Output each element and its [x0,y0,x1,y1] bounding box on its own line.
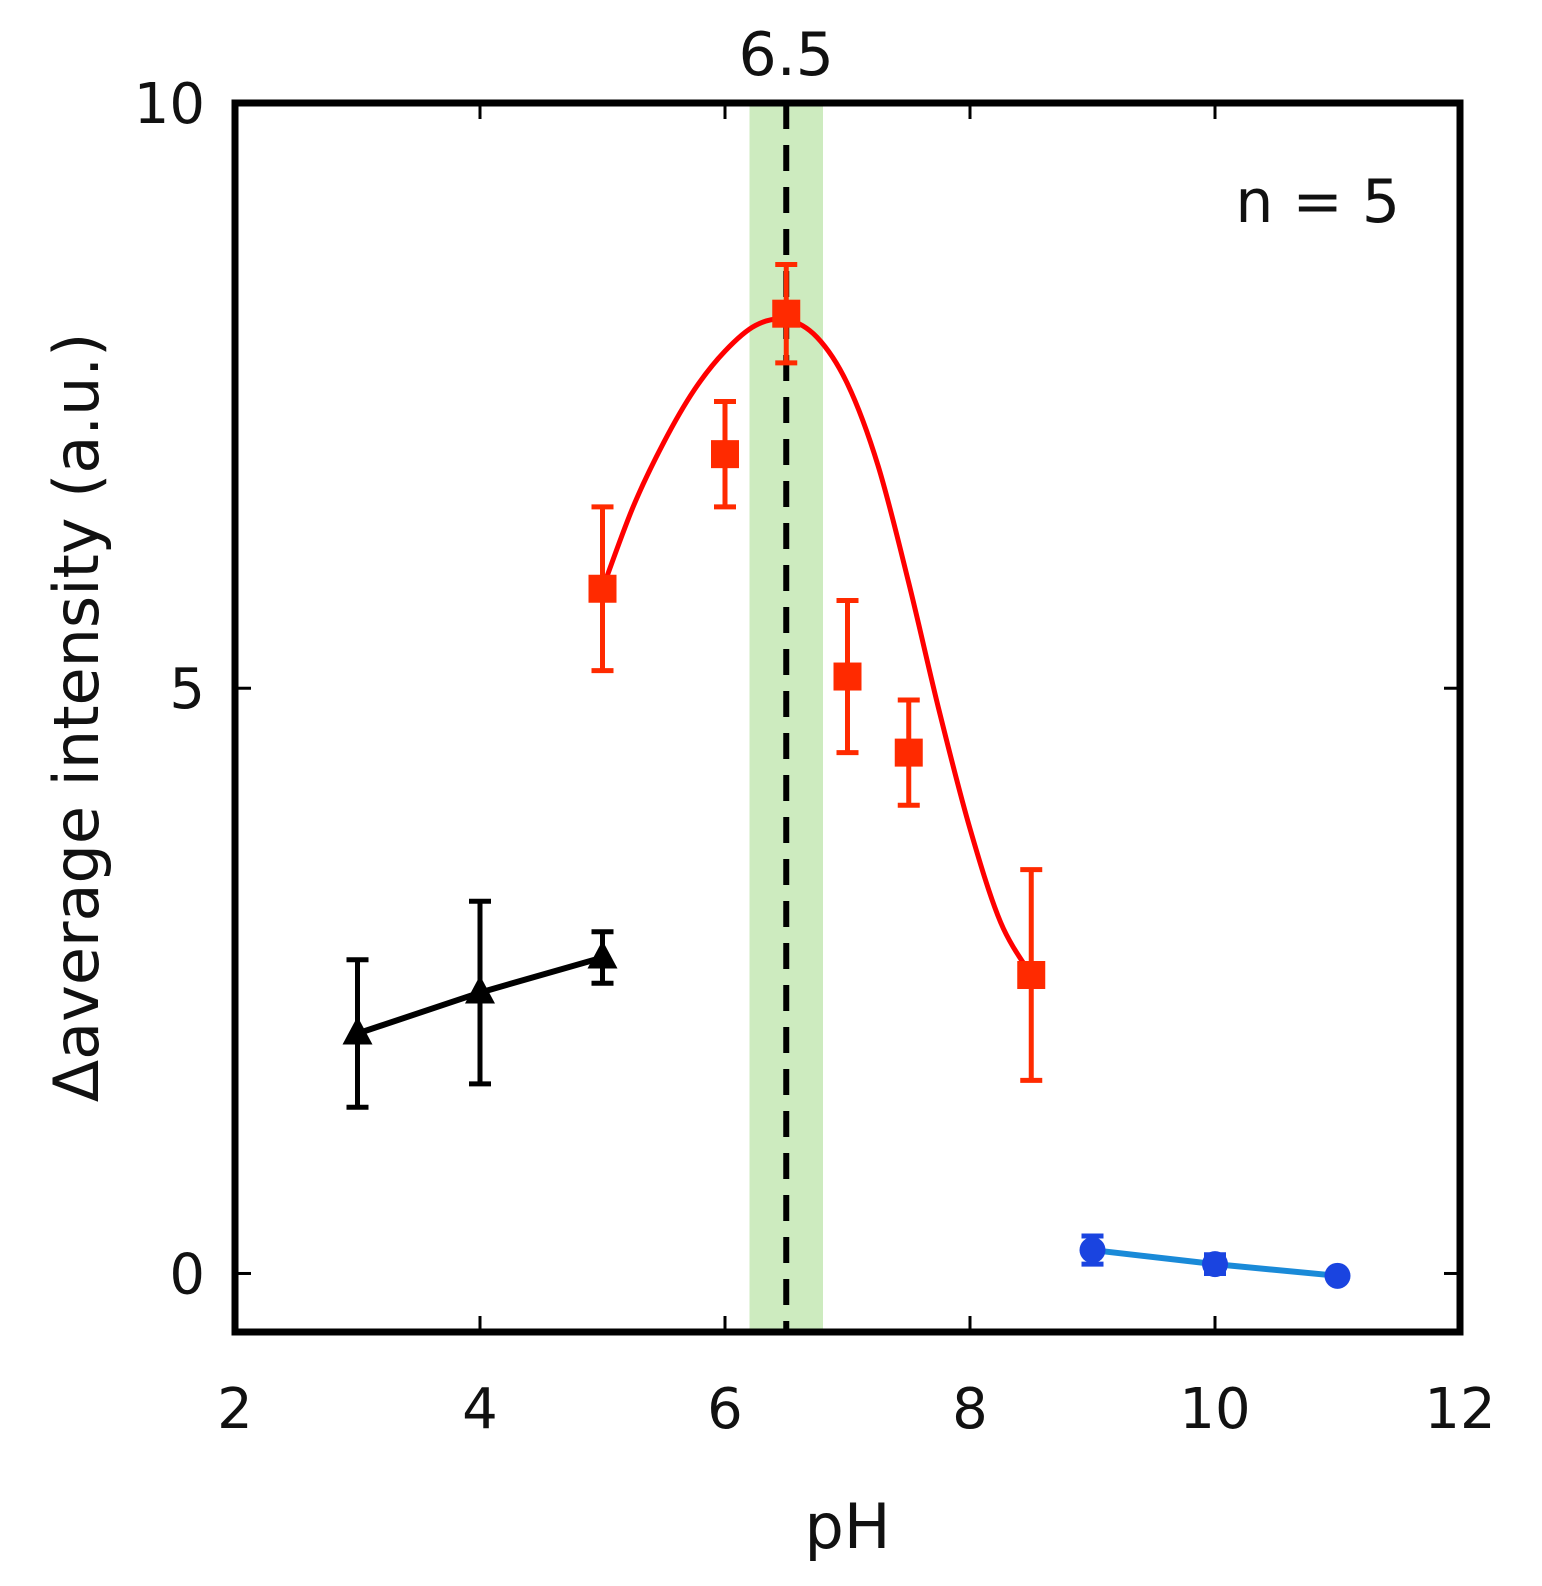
x-tick-label: 4 [462,1377,498,1442]
series-neutral [588,262,1046,1083]
data-point [711,440,739,469]
x-tick-label: 6 [707,1377,743,1442]
data-point [772,299,801,328]
plot-frame [231,99,1464,1336]
axes-layer: 2 4 6 8 10 12 0 5 10 [134,72,1496,1442]
x-tick-label: 12 [1424,1377,1495,1442]
series-acidic [342,898,618,1110]
series-basic [1079,1233,1351,1289]
y-tick-label: 5 [169,657,205,722]
y-axis-title: Δaverage intensity (a.u.) [40,333,113,1103]
data-point [1079,1237,1106,1264]
fit-curve [600,316,1034,977]
sample-size-label: n = 5 [1235,167,1400,237]
fit-curve-layer [600,316,1034,977]
x-tick-label: 10 [1179,1377,1250,1442]
optimum-ph-label: 6.5 [739,20,834,90]
data-point [894,738,923,767]
data-point [342,1016,373,1045]
data-point [1017,961,1046,990]
data-point [588,574,617,603]
labels-layer: pH Δaverage intensity (a.u.) n = 5 6.5 [40,20,1400,1563]
data-point [1202,1251,1228,1278]
y-tick-label: 0 [169,1242,205,1307]
data-point [1324,1262,1351,1289]
y-tick-label: 10 [134,72,205,137]
x-tick-label: 2 [217,1377,253,1442]
x-tick-label: 8 [952,1377,988,1442]
data-point [833,662,862,691]
x-axis-title: pH [805,1490,891,1563]
data-point [465,975,495,1004]
data-point [587,940,618,969]
data-series-layer [342,262,1351,1289]
